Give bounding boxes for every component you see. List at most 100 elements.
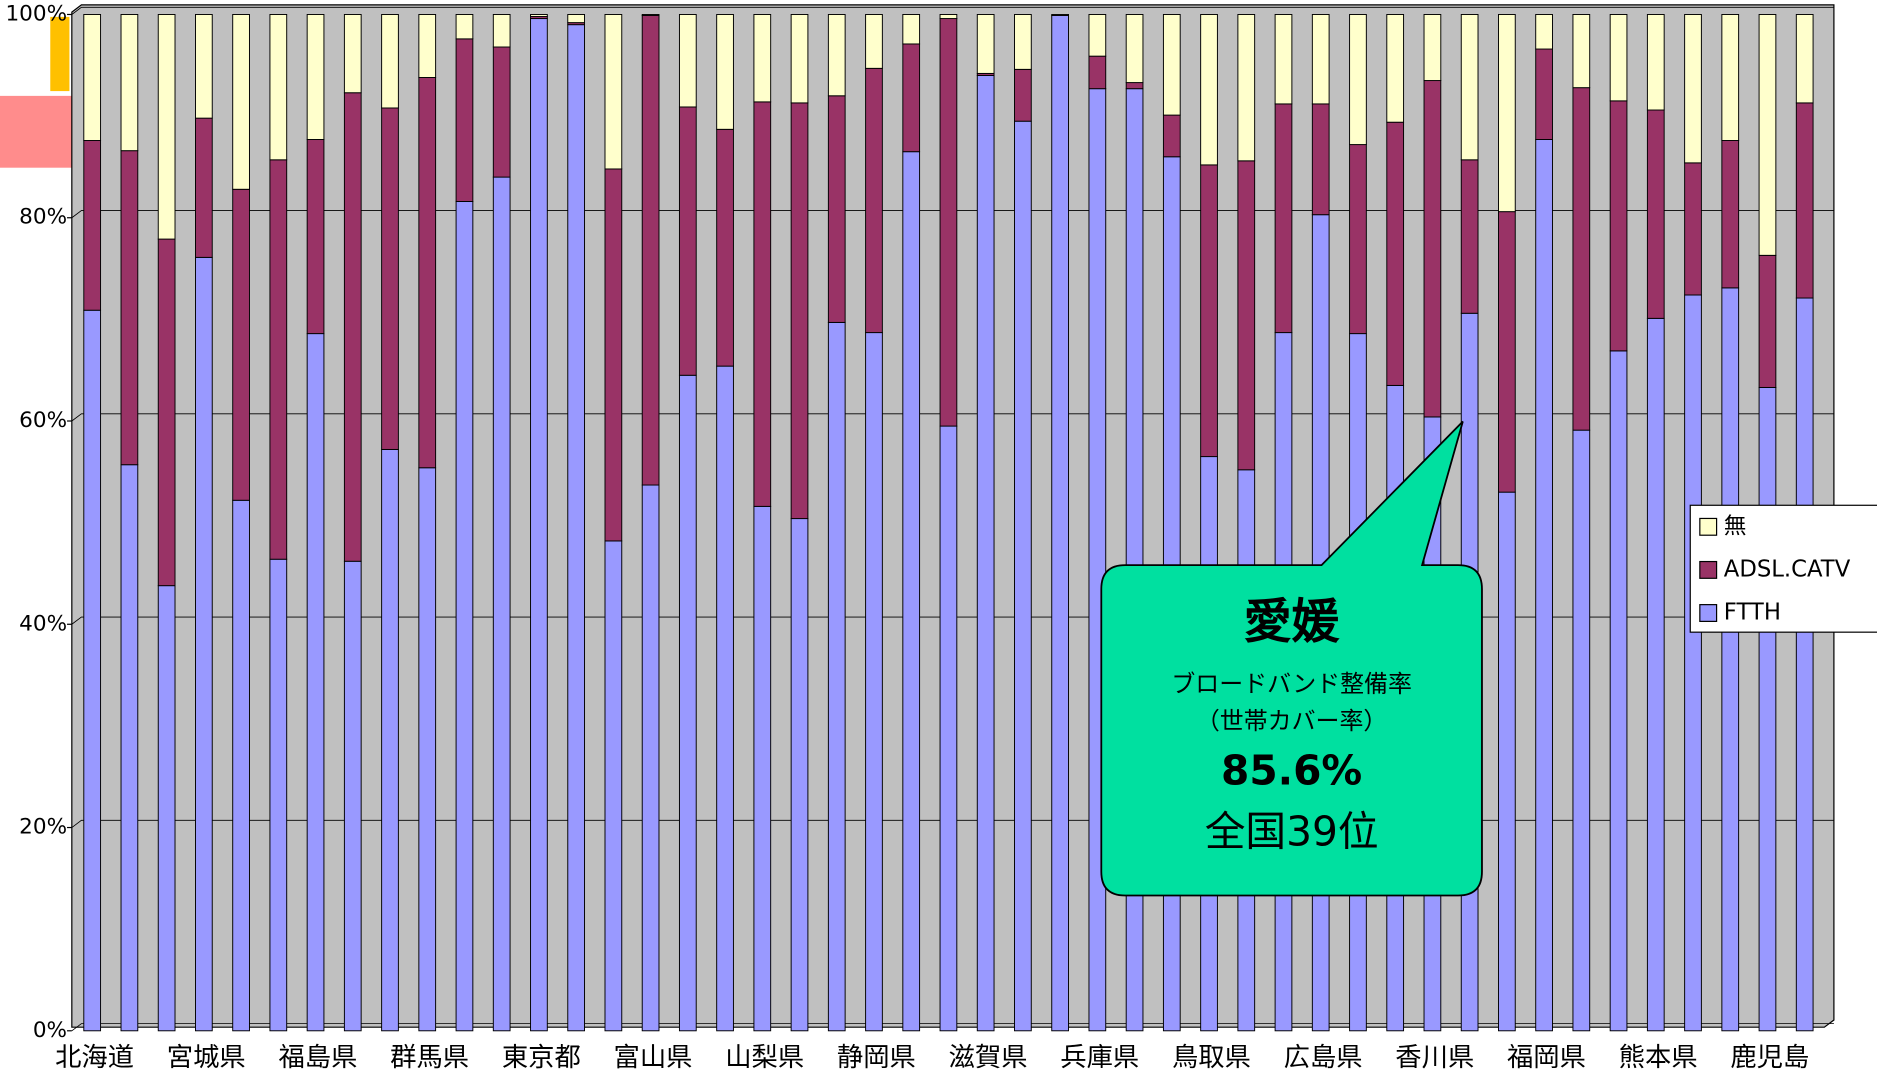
bar-segment xyxy=(790,102,809,520)
bar-segment xyxy=(1311,14,1330,105)
bar-segment xyxy=(1349,14,1367,146)
bar-segment xyxy=(1609,14,1628,102)
bar-segment xyxy=(1349,144,1367,335)
bar-segment xyxy=(753,101,772,507)
bar-segment xyxy=(1721,14,1740,141)
x-tick-label: 広島県 xyxy=(1284,1043,1363,1073)
bar-segment xyxy=(976,14,995,74)
bar-segment xyxy=(120,464,139,1032)
bar-segment xyxy=(530,18,548,1032)
bar-segment xyxy=(865,67,883,334)
bar-segment xyxy=(1386,14,1405,123)
bar-segment xyxy=(492,176,511,1032)
callout-value: 85.6% xyxy=(1221,746,1362,794)
bar-segment xyxy=(976,74,995,1032)
bar-segment xyxy=(865,14,883,69)
bar-segment xyxy=(343,92,362,562)
bar-segment xyxy=(827,14,846,97)
legend-swatch xyxy=(1699,517,1718,536)
x-tick-label: 東京都 xyxy=(502,1043,581,1073)
bar-segment xyxy=(1014,120,1032,1032)
bar-segment xyxy=(1237,160,1256,471)
bar-segment xyxy=(1572,429,1591,1032)
bar-segment xyxy=(567,24,586,1032)
bar-segment xyxy=(1051,15,1069,1032)
bar-segment xyxy=(492,46,511,178)
bar-segment xyxy=(1572,87,1591,431)
bar-segment xyxy=(232,188,250,501)
bar-segment xyxy=(1274,14,1293,105)
bar-segment xyxy=(1498,211,1516,493)
bar-segment xyxy=(678,374,697,1032)
bar-segment xyxy=(232,14,250,190)
x-tick-label: 香川県 xyxy=(1395,1043,1474,1073)
legend-swatch xyxy=(1699,560,1718,579)
x-tick-label: 北海道 xyxy=(55,1043,134,1073)
y-tick-label: 20% xyxy=(19,815,67,840)
callout-rank: 全国39位 xyxy=(1205,807,1379,855)
bar-segment xyxy=(902,14,921,45)
x-tick-label: 熊本県 xyxy=(1619,1043,1698,1073)
bar-segment xyxy=(381,14,399,109)
bar-segment xyxy=(716,14,734,130)
y-tick-label: 0% xyxy=(33,1018,67,1043)
bar-segment xyxy=(1684,14,1702,164)
bar-segment xyxy=(455,14,474,40)
bar-segment xyxy=(1386,121,1405,386)
bar-segment xyxy=(716,365,734,1032)
bar-segment xyxy=(1795,14,1814,104)
bar-segment xyxy=(1237,14,1256,162)
bar-segment xyxy=(1423,14,1442,82)
bar-segment xyxy=(1088,14,1107,57)
bar-segment xyxy=(120,14,139,152)
bar-segment xyxy=(790,14,809,104)
bar-segment xyxy=(865,332,883,1032)
bar-segment xyxy=(1721,140,1740,289)
bar-segment xyxy=(902,151,921,1032)
bar-segment xyxy=(1311,103,1330,216)
bar-segment xyxy=(195,256,213,1032)
bar-segment xyxy=(1274,103,1293,334)
x-tick-label: 静岡県 xyxy=(837,1043,916,1073)
bar-segment xyxy=(604,540,623,1032)
bar-segment xyxy=(1460,14,1479,161)
x-tick-label: 鹿児島 xyxy=(1730,1043,1809,1073)
bar-segment xyxy=(827,321,846,1032)
bar-segment xyxy=(1460,159,1479,314)
bar-segment xyxy=(604,14,623,170)
x-tick-label: 兵庫県 xyxy=(1060,1043,1139,1073)
bar-segment xyxy=(306,14,325,140)
bar-segment xyxy=(1051,14,1069,16)
bar-segment xyxy=(83,140,102,311)
bar-segment xyxy=(1200,14,1218,166)
bar-segment xyxy=(343,14,362,94)
bar-segment xyxy=(1125,14,1144,84)
bar-segment xyxy=(939,18,958,427)
bar-segment xyxy=(455,201,474,1032)
x-tick-label: 福岡県 xyxy=(1507,1043,1586,1073)
decoration xyxy=(50,16,70,92)
bar-segment xyxy=(641,484,660,1032)
bar-segment xyxy=(269,159,288,560)
bar-segment xyxy=(902,43,921,153)
bar-segment xyxy=(1646,109,1665,319)
bar-segment xyxy=(1088,55,1107,90)
bar-segment xyxy=(530,14,548,17)
bar-segment xyxy=(306,139,325,335)
bar-segment xyxy=(269,14,288,161)
legend-box xyxy=(1689,504,1877,633)
bar-segment xyxy=(604,168,623,542)
bar-segment xyxy=(381,448,399,1032)
bar-segment xyxy=(753,505,772,1032)
callout-text: （世帯カバー率） xyxy=(1196,707,1388,735)
x-tick-label: 滋賀県 xyxy=(949,1043,1028,1073)
bar-segment xyxy=(790,518,809,1032)
bar-segment xyxy=(641,14,660,16)
bar-segment xyxy=(678,14,697,108)
bar-segment xyxy=(1535,48,1553,140)
bar-segment xyxy=(939,425,958,1032)
bar-segment xyxy=(567,14,586,24)
legend-label: ADSL.CATV xyxy=(1724,556,1851,582)
bar-segment xyxy=(1684,162,1702,296)
